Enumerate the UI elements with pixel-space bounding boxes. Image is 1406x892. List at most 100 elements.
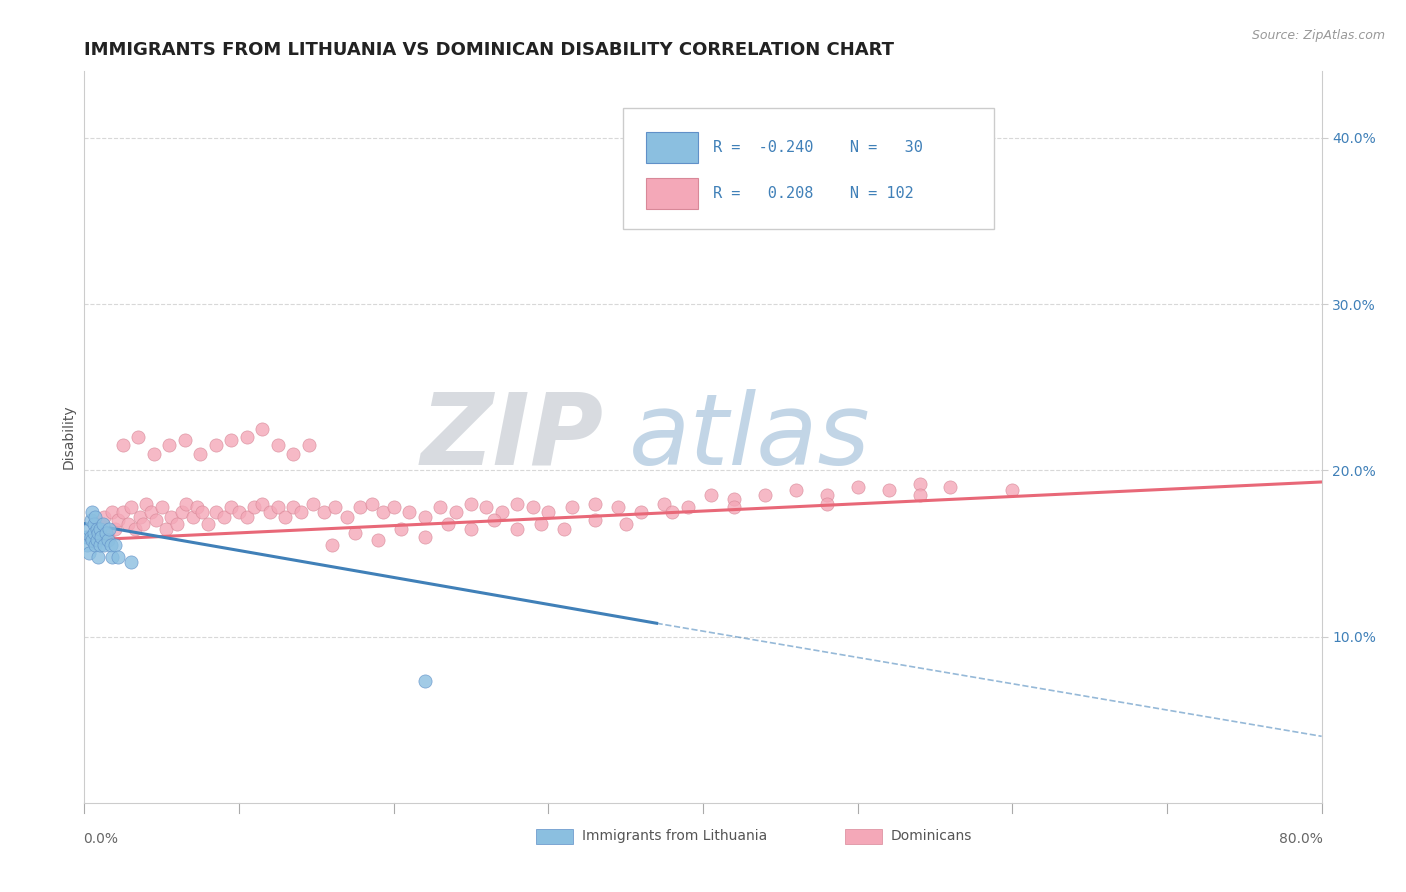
Point (529, 516, 551, 531)
Point (250, 497, 273, 511)
Point (135, 497, 157, 511)
Point (139, 505, 162, 519)
Point (160, 509, 183, 524)
Point (166, 516, 188, 531)
Point (89, 521, 111, 535)
Point (484, 513, 506, 527)
Point (98, 521, 121, 535)
Point (583, 497, 606, 511)
Point (197, 516, 219, 531)
Point (96, 533, 118, 548)
Point (188, 447, 211, 461)
Point (235, 430, 259, 444)
Point (104, 538, 127, 552)
Point (506, 521, 529, 535)
Point (723, 491, 745, 506)
Point (908, 488, 931, 502)
Point (652, 497, 675, 511)
Point (361, 497, 384, 511)
Point (77, 546, 100, 560)
Point (186, 500, 208, 514)
Point (475, 500, 498, 514)
Point (94, 526, 117, 541)
Point (460, 497, 482, 511)
Point (274, 509, 297, 524)
FancyBboxPatch shape (623, 108, 994, 228)
Point (560, 500, 583, 514)
Point (132, 516, 155, 531)
Bar (647, 178, 697, 209)
Point (661, 505, 683, 519)
Point (413, 530, 436, 544)
Point (75, 530, 97, 544)
Point (112, 438, 135, 452)
Point (112, 505, 135, 519)
Point (170, 505, 193, 519)
Point (86, 533, 108, 548)
Point (281, 447, 305, 461)
Point (321, 538, 343, 552)
Point (205, 438, 228, 452)
Point (349, 500, 371, 514)
Point (93, 509, 115, 524)
Point (785, 483, 807, 498)
Point (83, 516, 105, 531)
Text: Source: ZipAtlas.com: Source: ZipAtlas.com (1251, 29, 1385, 42)
Point (676, 500, 699, 514)
Point (290, 505, 312, 519)
Point (522, 500, 544, 514)
Point (908, 476, 931, 491)
Y-axis label: Disability: Disability (62, 405, 76, 469)
Point (143, 447, 166, 461)
Point (583, 513, 606, 527)
Text: IMMIGRANTS FROM LITHUANIA VS DOMINICAN DISABILITY CORRELATION CHART: IMMIGRANTS FROM LITHUANIA VS DOMINICAN D… (84, 41, 894, 59)
Point (259, 505, 281, 519)
Point (181, 509, 204, 524)
Point (87, 526, 110, 541)
Point (297, 438, 319, 452)
Point (117, 516, 139, 531)
Point (367, 533, 389, 548)
Point (155, 521, 177, 535)
Point (84, 538, 107, 552)
Point (145, 513, 167, 527)
Point (174, 434, 197, 448)
Point (281, 500, 305, 514)
Point (107, 513, 129, 527)
Point (630, 505, 652, 519)
Point (228, 505, 250, 519)
Point (150, 500, 173, 514)
Point (120, 555, 142, 569)
Bar (845, 830, 883, 844)
Point (86, 521, 108, 535)
Point (101, 505, 124, 519)
Point (267, 500, 290, 514)
Point (846, 480, 869, 494)
Point (371, 505, 394, 519)
Point (1001, 483, 1024, 498)
Point (89, 516, 111, 531)
Point (107, 549, 129, 564)
Point (212, 509, 235, 524)
Point (267, 438, 290, 452)
Point (336, 509, 359, 524)
Point (491, 505, 513, 519)
Text: Immigrants from Lithuania: Immigrants from Lithuania (582, 830, 768, 844)
Point (939, 480, 962, 494)
Point (87, 549, 110, 564)
Text: R =   0.208    N = 102: R = 0.208 N = 102 (713, 186, 914, 201)
Point (219, 500, 242, 514)
Text: 80.0%: 80.0% (1279, 832, 1323, 846)
Point (614, 516, 637, 531)
Point (302, 497, 325, 511)
Point (460, 521, 482, 535)
Point (444, 505, 467, 519)
Text: 0.0%: 0.0% (83, 832, 118, 846)
Point (815, 497, 838, 511)
Point (176, 497, 198, 511)
Point (127, 430, 149, 444)
Point (101, 549, 124, 564)
Point (537, 505, 560, 519)
Point (323, 500, 346, 514)
Text: atlas: atlas (628, 389, 870, 485)
